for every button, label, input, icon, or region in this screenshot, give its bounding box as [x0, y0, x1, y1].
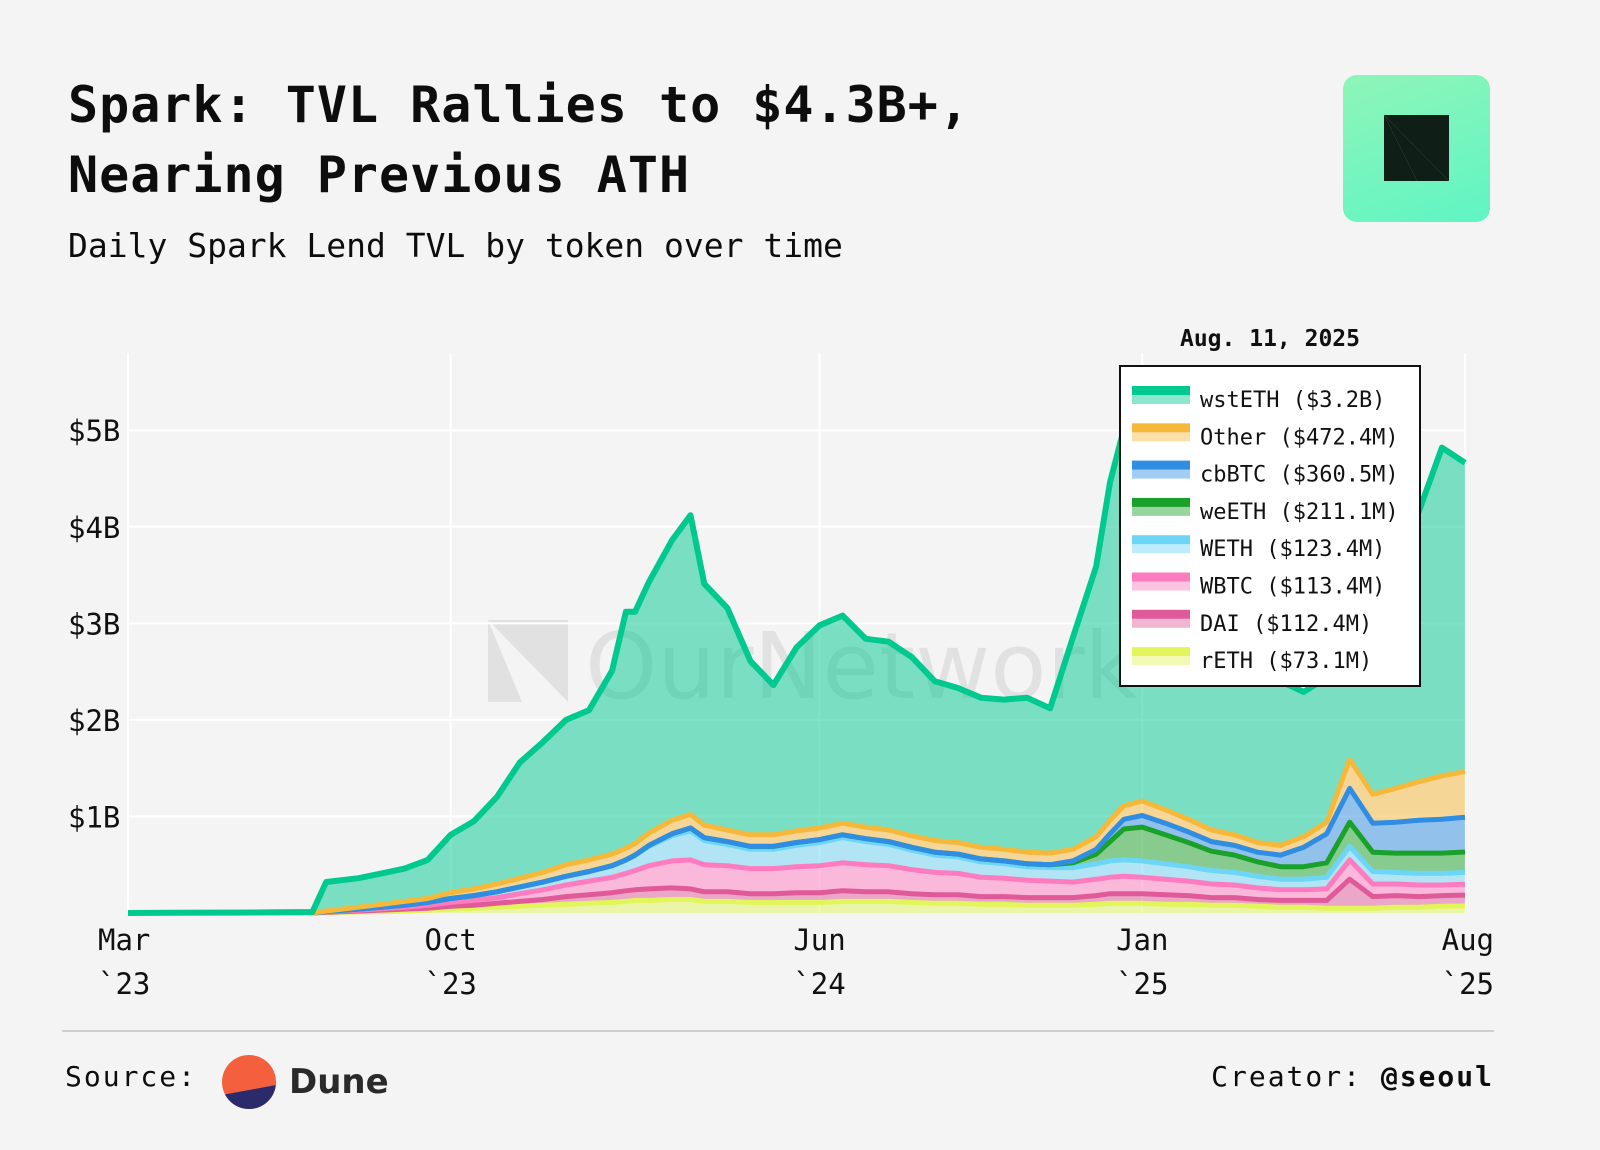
y-axis: $1B $2B $3B $4B $5B — [68, 414, 120, 834]
x-tick-year-label: `23 — [425, 967, 477, 1001]
legend-entry-dai: DAI ($112.4M) — [1200, 612, 1372, 637]
x-tick-label: Mar — [98, 923, 150, 957]
creator-label: Creator: — [1211, 1060, 1362, 1093]
legend-swatch-fill-weeth — [1132, 506, 1190, 516]
series-lines — [127, 426, 1467, 916]
legend-swatch-weeth — [1132, 497, 1190, 507]
y-tick-label: $1B — [68, 800, 120, 834]
x-tick-year-label: `25 — [1442, 967, 1494, 1001]
legend-swatch-fill-weth — [1132, 544, 1190, 554]
legend-entry-cbbtc: cbBTC ($360.5M) — [1200, 463, 1399, 488]
title-line2: Nearing Previous ATH — [68, 146, 691, 204]
tvl-stacked-area-chart: OurNetwork $1B$2B$3B$4B$5B Mar`23Oct`23J… — [68, 326, 1494, 1001]
legend-swatch-fill-cbbtc — [1132, 469, 1190, 479]
x-tick-label: Jan — [1116, 923, 1168, 957]
legend-swatch-reth — [1132, 647, 1190, 657]
legend-swatch-weth — [1132, 535, 1190, 545]
legend-swatch-cbbtc — [1132, 460, 1190, 470]
legend-entry-wbtc: WBTC ($113.4M) — [1200, 575, 1385, 600]
legend-entry-wsteth: wstETH ($3.2B) — [1200, 388, 1385, 413]
y-tick-label: $5B — [68, 414, 120, 448]
legend: Aug. 11, 2025 wstETH ($3.2B) Other ($472.4… — [1119, 326, 1421, 687]
footer-divider — [62, 1030, 1494, 1032]
x-tick-label: Jun — [793, 923, 845, 957]
legend-swatch-fill-wsteth — [1132, 395, 1190, 404]
x-tick-label: Aug — [1442, 923, 1494, 957]
legend-swatch-wsteth — [1132, 386, 1190, 395]
legend-entry-weth: WETH ($123.4M) — [1200, 537, 1385, 562]
dune-logo-icon — [222, 1055, 276, 1109]
line-dai — [128, 876, 1466, 916]
line-other — [128, 757, 1466, 916]
legend-swatch-fill-other — [1132, 432, 1190, 442]
x-tick-year-label: `23 — [98, 967, 150, 1001]
legend-swatch-fill-dai — [1132, 618, 1190, 628]
area-wbtc — [128, 859, 1465, 913]
y-tick-label: $3B — [68, 607, 120, 641]
ournetwork-logo-icon — [1384, 115, 1449, 181]
x-tick-label: Oct — [425, 923, 477, 957]
legend-entry-reth: rETH ($73.1M) — [1200, 649, 1372, 674]
legend-swatch-fill-wbtc — [1132, 581, 1190, 591]
source-name: Dune — [289, 1062, 389, 1102]
legend-entry-weeth: weETH ($211.1M) — [1200, 500, 1399, 525]
legend-swatch-dai — [1132, 609, 1190, 619]
chart-subtitle: Daily Spark Lend TVL by token over time — [68, 226, 843, 265]
legend-box — [1119, 365, 1421, 687]
title-rest: TVL Rallies to $4.3B+, — [285, 76, 970, 134]
legend-entry-other: Other ($472.4M) — [1200, 425, 1399, 450]
x-tick-year-label: `25 — [1116, 967, 1168, 1001]
legend-swatch-wbtc — [1132, 572, 1190, 582]
area-weeth — [128, 822, 1465, 913]
source-label: Source: — [65, 1060, 198, 1093]
legend-swatch-other — [1132, 423, 1190, 433]
legend-date: Aug. 11, 2025 — [1180, 326, 1360, 352]
y-tick-label: $2B — [68, 704, 120, 738]
area-other — [128, 759, 1465, 913]
creator-credit: Creator: @seoul — [1211, 1060, 1494, 1093]
chart-title: Spark: TVL Rallies to $4.3B+, Nearing Pre… — [68, 70, 1218, 210]
x-tick-year-label: `24 — [793, 967, 845, 1001]
legend-swatch-fill-reth — [1132, 656, 1190, 666]
line-wbtc — [128, 857, 1466, 916]
creator-handle: @seoul — [1380, 1060, 1494, 1093]
y-tick-label: $4B — [68, 511, 120, 545]
x-axis: Mar `23 Oct `23 Jun `24 Jan `25 Aug `25 — [98, 923, 1494, 1001]
ournetwork-logo — [1343, 75, 1490, 222]
line-cbbtc — [128, 785, 1466, 916]
title-bold: Spark: — [68, 76, 255, 134]
area-dai — [128, 879, 1465, 913]
